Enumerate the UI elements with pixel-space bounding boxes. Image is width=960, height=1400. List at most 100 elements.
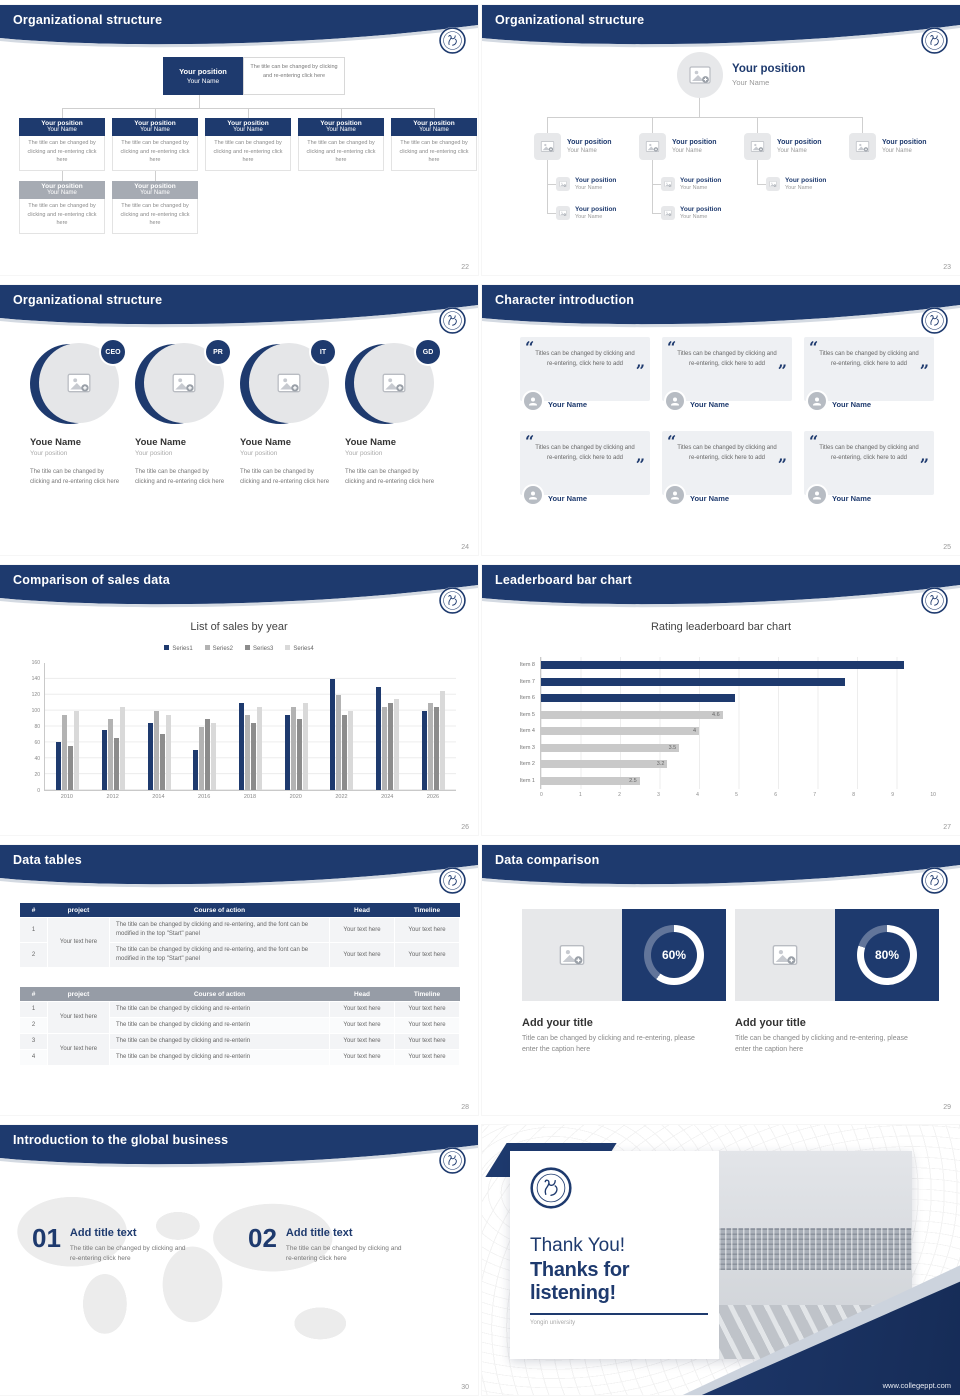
bar <box>107 718 113 790</box>
header-band <box>0 845 478 893</box>
y-tick-label: 140 <box>31 676 40 682</box>
slide-22[interactable]: Organizational structure Your position Y… <box>0 5 478 275</box>
slide-title: Comparison of sales data <box>13 573 170 587</box>
connector-line <box>547 213 556 214</box>
header-band <box>0 285 478 333</box>
chart-title: Rating leaderboard bar chart <box>650 621 792 633</box>
connector-line <box>757 184 766 185</box>
slide-title: Character introduction <box>495 293 635 307</box>
header-band <box>482 285 960 333</box>
slide-28[interactable]: Data tables # project Course of action H… <box>0 845 478 1115</box>
slide-23[interactable]: Organizational structure Your position Y… <box>482 5 960 275</box>
numbered-item: 01 Add title text The title can be chang… <box>32 1225 188 1265</box>
org-node: Your position Your Name The title can be … <box>112 118 198 171</box>
page-number: 24 <box>461 544 469 551</box>
image-placeholder-icon <box>766 177 780 191</box>
x-tick-label: 2016 <box>198 794 211 800</box>
page-number: 26 <box>461 824 469 831</box>
header-band <box>482 5 960 53</box>
numbered-item: 02 Add title text The title can be chang… <box>248 1225 404 1265</box>
quote-close-icon: ” <box>635 361 645 380</box>
bar-value-label: 4 <box>692 728 696 735</box>
org-node: Your position Your Name The title can be … <box>298 118 384 171</box>
x-tick-label: 2020 <box>289 794 302 800</box>
team-member: IT Youe Name Your position The title can… <box>240 340 336 487</box>
connector-line <box>547 160 548 213</box>
x-tick-label: 2 <box>618 792 621 798</box>
image-placeholder-icon <box>639 133 666 160</box>
bar <box>211 722 217 790</box>
bar <box>165 714 171 790</box>
divider <box>530 1313 708 1315</box>
org-level-2: Your position Your Name The title can be … <box>19 181 198 234</box>
bar-row: 4 <box>541 727 936 736</box>
character-card: “ Titles can be changed by clicking and … <box>520 431 650 504</box>
slide-24[interactable]: Organizational structure CEO Youe Name Y… <box>0 285 478 555</box>
bar <box>56 742 62 790</box>
slide-29[interactable]: Data comparison 60% Add your title Title… <box>482 845 960 1115</box>
slide-27[interactable]: Leaderboard bar chart Rating leaderboard… <box>482 565 960 835</box>
bar-row: 3.5 <box>541 743 936 752</box>
page-number: 28 <box>461 1104 469 1111</box>
team-member: GD Youe Name Your position The title can… <box>345 340 441 487</box>
org-node: Your position Your Name The title can be … <box>112 181 198 234</box>
data-table-1: # project Course of action Head Timeline… <box>19 903 460 968</box>
page-number: 22 <box>461 264 469 271</box>
org-sub-node: Your position Your Name <box>556 177 616 191</box>
org-root-node: Your position Your Name The title can be… <box>163 57 345 95</box>
university-logo-icon <box>439 307 466 334</box>
x-tick-label: 2012 <box>106 794 119 800</box>
bar-group <box>284 663 308 790</box>
bar <box>342 714 348 790</box>
donut-chart: 80% <box>857 925 917 985</box>
bar: 3.2 <box>541 760 668 769</box>
x-tick-label: 9 <box>891 792 895 798</box>
percent-value: 60% <box>661 948 687 962</box>
bar: 2.5 <box>541 776 640 785</box>
connector-line <box>652 213 661 214</box>
y-tick-label: 20 <box>34 772 40 778</box>
connector-line <box>62 170 63 181</box>
slide-26[interactable]: Comparison of sales data List of sales b… <box>0 565 478 835</box>
slide-30[interactable]: Introduction to the global business 01 A… <box>0 1125 478 1395</box>
bar <box>290 706 296 790</box>
comparison-panel: 60% Add your title Title can be changed … <box>522 909 726 1056</box>
bar-row: 3.2 <box>541 760 936 769</box>
slide-25[interactable]: Character introduction “ Titles can be c… <box>482 285 960 555</box>
connector-line <box>699 97 700 117</box>
slide-thankyou[interactable]: Thank You! Thanks for listening! Yongin … <box>482 1125 960 1395</box>
bar <box>375 686 381 790</box>
person-icon <box>524 392 542 410</box>
image-placeholder-icon <box>735 909 835 1001</box>
person-icon <box>666 392 684 410</box>
org-node: Your position Your Name The title can be … <box>205 118 291 171</box>
percent-value: 80% <box>874 948 900 962</box>
org-node: Your position Your Name <box>534 133 612 160</box>
header-band <box>0 5 478 53</box>
image-placeholder-icon <box>522 909 622 1001</box>
root-position: Your position <box>732 63 806 75</box>
character-card: “ Titles can be changed by clicking and … <box>662 337 792 410</box>
y-tick-label: 80 <box>34 724 40 730</box>
org-root-node: Your position Your Name <box>677 52 805 98</box>
bar <box>393 698 399 790</box>
connector-line <box>652 184 661 185</box>
item-caption: The title can be changed by clicking and… <box>69 1245 186 1263</box>
slide-title: Leaderboard bar chart <box>495 573 632 587</box>
header-band <box>482 565 960 613</box>
image-placeholder-icon <box>744 133 771 160</box>
panel-title: Add your title <box>522 1017 593 1029</box>
bar-group <box>101 663 125 790</box>
person-icon <box>808 486 826 504</box>
bar <box>421 710 427 790</box>
sales-chart-ylabels: 160 140 120 100 80 60 40 20 0 <box>32 660 44 794</box>
university-logo-icon <box>921 867 948 894</box>
connector-line <box>155 108 156 118</box>
x-tick-label: 2024 <box>381 794 394 800</box>
chart-title: List of sales by year <box>190 621 288 633</box>
panel-caption: Title can be changed by clicking and re-… <box>735 1035 908 1053</box>
category-label: Item 2 <box>519 761 535 768</box>
leaderboard-xticks: 0 1 2 3 4 5 6 7 8 9 10 <box>540 792 936 798</box>
item-number: 01 <box>32 1223 61 1253</box>
connector-line <box>862 117 863 133</box>
